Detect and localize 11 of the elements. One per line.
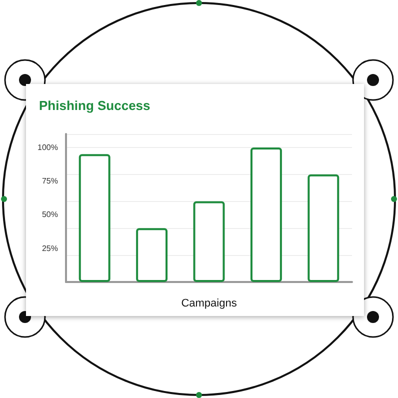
bar bbox=[250, 147, 282, 282]
y-tick-label: 50% bbox=[42, 210, 58, 220]
bar bbox=[193, 201, 225, 282]
bar bbox=[78, 154, 110, 282]
y-tick-label: 25% bbox=[42, 244, 58, 253]
bar bbox=[136, 228, 168, 282]
y-tick-label: 100% bbox=[38, 142, 58, 152]
bar bbox=[308, 174, 340, 282]
y-tick-label: 75% bbox=[42, 176, 58, 186]
x-axis-title: Campaigns bbox=[181, 298, 238, 310]
chart-title: Phishing Success bbox=[39, 98, 150, 113]
